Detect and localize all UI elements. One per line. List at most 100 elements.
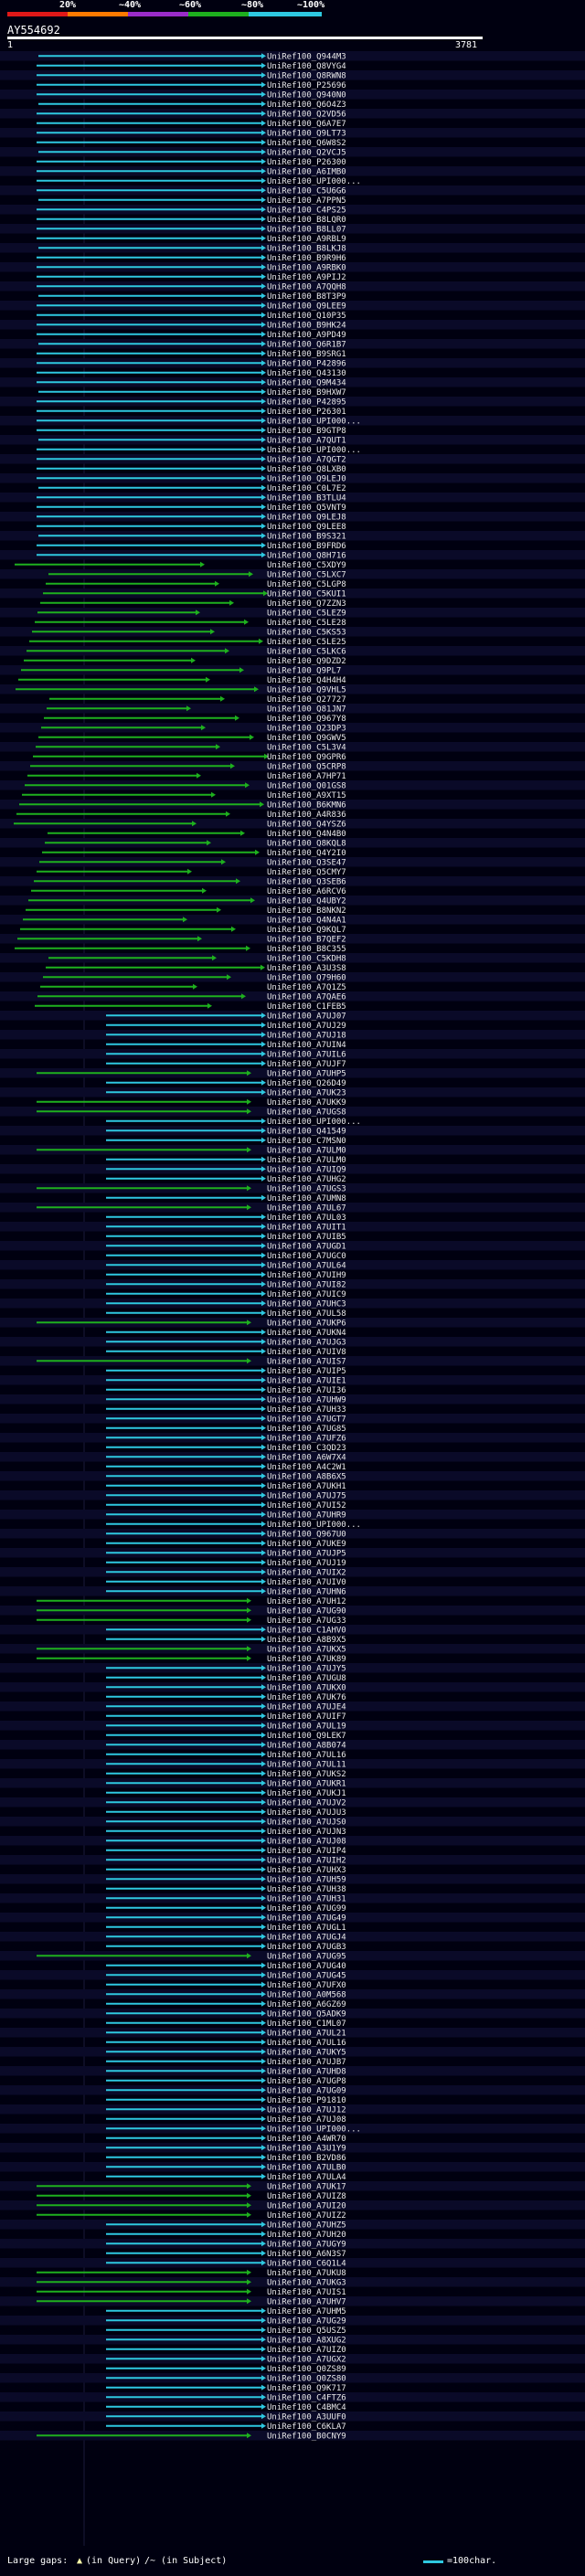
row-band [0,1126,585,1136]
hit-alignment-bar [38,245,266,251]
legend-in-query: (in Query) [86,2556,142,2566]
hit-id-label: UniRef100_B9S321 [267,532,346,541]
hit-alignment-bar [106,1742,266,1748]
hit-alignment-bar [16,686,259,693]
row-band [0,1452,585,1462]
row-band [0,1855,585,1865]
hit-alignment-bar [106,2250,266,2256]
hit-bar-arrow [261,2106,266,2113]
hit-alignment-bar [106,1377,266,1383]
scale-label-40: ~40% [119,0,142,10]
hit-id-label: UniRef100_B9R9H6 [267,254,346,263]
hit-alignment-bar [106,1511,266,1518]
row-band [0,1030,585,1040]
hit-alignment-bar [26,906,221,913]
hit-bar-arrow [255,849,260,855]
hit-id-label: UniRef100_A7UIX2 [267,1568,346,1577]
hit-bar-arrow [261,1550,266,1556]
hit-id-label: UniRef100_A8B9X5 [267,1636,346,1645]
hit-alignment-bar [106,1262,266,1268]
hit-bar-arrow [261,1415,266,1422]
row-band [0,1836,585,1846]
scale-label-20: 20% [59,0,77,10]
hit-id-label: UniRef100_C4FTZ6 [267,2393,346,2402]
hit-alignment-bar [37,2288,251,2295]
hit-id-label: UniRef100_A7UHN6 [267,1587,346,1596]
hit-id-label: UniRef100_A7UJ29 [267,1022,346,1031]
hit-alignment-bar [106,2058,266,2064]
hit-id-label: UniRef100_Q3SEB6 [267,877,346,886]
hit-id-label: UniRef100_B9SRG1 [267,350,346,359]
row-band [0,2009,585,2019]
hit-alignment-bar [106,1972,266,1978]
hit-alignment-bar [106,2115,266,2122]
hit-alignment-bar [37,1320,251,1326]
hit-alignment-bar [106,1367,266,1373]
hit-id-label: UniRef100_Q41549 [267,1127,346,1136]
hit-alignment-bar [106,2173,266,2179]
row-band [0,2296,585,2306]
hit-id-label: UniRef100_A7UJY5 [267,1664,346,1673]
row-band [0,627,585,637]
hit-alignment-bar [106,1847,266,1853]
hit-bar-arrow [261,302,266,309]
hit-id-label: UniRef100_A7UJ08 [267,2115,346,2125]
hit-alignment-bar [43,590,268,597]
hit-id-label: UniRef100_A7UJ19 [267,1559,346,1568]
hit-id-label: UniRef100_A7Q1Z5 [267,983,346,992]
hit-id-label: UniRef100_C5KUI1 [267,589,346,599]
hit-bar-arrow [261,1838,266,1844]
hit-bar-arrow [261,322,266,328]
hit-bar-arrow [261,1128,266,1134]
hit-bar-arrow [261,2260,266,2266]
hit-bar-arrow [261,158,266,164]
hit-alignment-bar [106,1780,266,1786]
hit-alignment-bar [106,2125,266,2132]
row-band [0,780,585,790]
hit-bar-arrow [261,341,266,347]
query-name: AY554692 [7,24,60,37]
hit-alignment-bar [106,2346,266,2352]
row-band [0,819,585,829]
hit-bar-arrow [261,2096,266,2103]
hit-alignment-bar [43,974,231,981]
hit-alignment-bar [37,1358,251,1364]
hit-id-label: UniRef100_A7UHP5 [267,1069,346,1078]
hit-id-label: UniRef100_A7UKX0 [267,1683,346,1692]
hit-alignment-bar [106,2010,266,2017]
hit-alignment-bar [106,1578,266,1585]
row-band [0,2239,585,2249]
hit-alignment-bar [106,2049,266,2055]
hit-bar-arrow [261,1501,266,1508]
row-band [0,358,585,368]
row-band [0,761,585,771]
legend-swatch [423,2560,443,2563]
hit-id-label: UniRef100_Q9GPR6 [267,753,346,762]
hit-id-label: UniRef100_A7UJU3 [267,1808,346,1818]
hit-bar-arrow [261,1137,266,1143]
hit-alignment-bar [34,878,240,885]
hit-bar-arrow [261,1396,266,1403]
row-band [0,224,585,234]
hit-bar-arrow [261,2049,266,2055]
row-band [0,1356,585,1366]
hit-id-label: UniRef100_UPI000... [267,177,361,186]
hit-alignment-bar [106,1684,266,1691]
row-band [0,2066,585,2076]
row-band [0,1414,585,1424]
hit-id-label: UniRef100_Q0ZS80 [267,2374,346,2383]
hit-alignment-bar [37,427,266,433]
hit-bar-arrow [215,580,219,587]
hit-alignment-bar [106,1531,266,1537]
hit-id-label: UniRef100_C5XDY9 [267,561,346,570]
hit-bar-arrow [261,1224,266,1230]
hit-bar-arrow [247,1646,251,1652]
hit-bar-arrow [226,811,230,817]
hit-alignment-bar [106,1924,266,1930]
hit-id-label: UniRef100_A4C2W1 [267,1463,346,1472]
hit-bar-arrow [261,1540,266,1546]
hit-alignment-bar [35,619,249,625]
hit-alignment-bar [106,1175,266,1182]
hit-alignment-bar [106,1032,266,1038]
row-band [0,2392,585,2402]
